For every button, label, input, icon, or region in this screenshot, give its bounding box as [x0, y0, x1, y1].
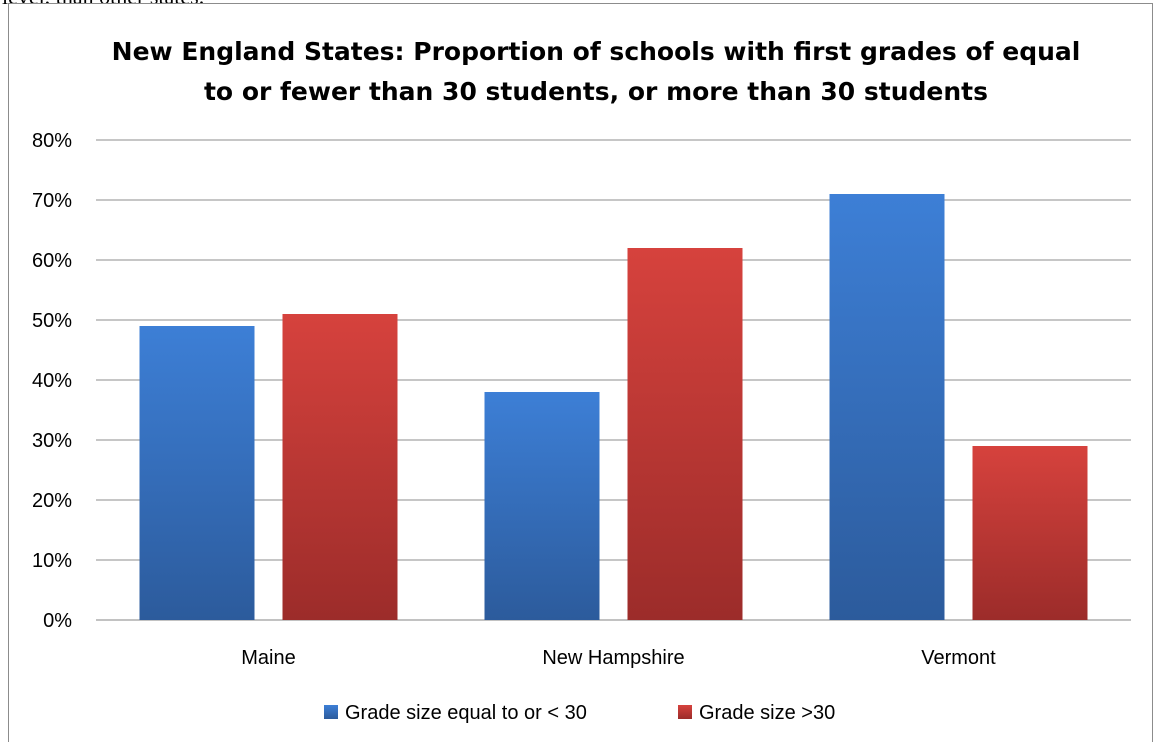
- y-tick-label: 30%: [32, 430, 72, 452]
- legend-label-1: Grade size >30: [699, 702, 835, 724]
- y-tick-label: 10%: [32, 550, 72, 572]
- gridlines: [96, 139, 1131, 621]
- y-axis-ticks: 0% 10% 20% 30% 40% 50% 60% 70% 80%: [32, 130, 72, 632]
- bar-maine-series-1: [282, 314, 398, 620]
- y-tick-label: 40%: [32, 370, 72, 392]
- x-tick-label: New Hampshire: [542, 647, 684, 669]
- legend-swatch-0: [324, 705, 338, 719]
- x-tick-label: Maine: [241, 647, 295, 669]
- bar-vermont-series-1: [972, 446, 1088, 620]
- bar-new-hampshire-series-1: [627, 248, 743, 620]
- legend-label-0: Grade size equal to or < 30: [345, 702, 587, 724]
- chart-title: New England States: Proportion of school…: [112, 37, 1081, 106]
- x-tick-label: Vermont: [921, 647, 996, 669]
- legend-swatch-1: [678, 705, 692, 719]
- chart-title-line-2: to or fewer than 30 students, or more th…: [204, 77, 988, 106]
- y-tick-label: 80%: [32, 130, 72, 152]
- y-tick-label: 0%: [43, 610, 72, 632]
- bar-maine-series-0: [139, 326, 255, 620]
- y-tick-label: 50%: [32, 310, 72, 332]
- legend: Grade size equal to or < 30 Grade size >3…: [324, 702, 835, 724]
- x-axis-ticks: Maine New Hampshire Vermont: [241, 647, 996, 669]
- y-tick-label: 70%: [32, 190, 72, 212]
- bar-vermont-series-0: [829, 194, 945, 620]
- chart-title-line-1: New England States: Proportion of school…: [112, 37, 1081, 66]
- bars: [139, 194, 1088, 620]
- y-tick-label: 60%: [32, 250, 72, 272]
- y-tick-label: 20%: [32, 490, 72, 512]
- bar-new-hampshire-series-0: [484, 392, 600, 620]
